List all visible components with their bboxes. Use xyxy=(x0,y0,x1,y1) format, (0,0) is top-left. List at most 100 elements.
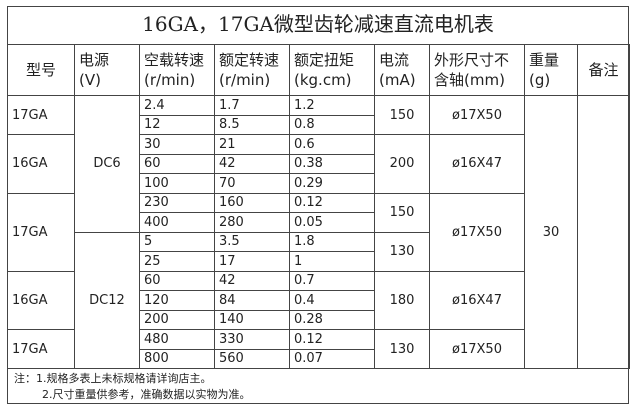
note: 注：1.规格多表上未标规格请详询店主。 xyxy=(14,372,212,385)
header-row: 型号 电源 (V) 空载转速 (r/min) 额定转速 (r/min) 额定扭矩 (kg.cm)… xyxy=(7,44,630,96)
header-text: 额定转速 xyxy=(219,51,280,69)
data-row: 800 560 0.07 xyxy=(8,348,630,369)
header-text: 空载转速 xyxy=(144,51,205,69)
value-cell: 8.5 xyxy=(214,114,290,135)
value-cell: 330 xyxy=(214,329,290,350)
data-row: 12 8.5 0.8 xyxy=(8,114,630,135)
size-cell: ø17X50 xyxy=(429,95,525,135)
value-cell: 0.8 xyxy=(289,114,375,135)
header-cell: 外形尺寸不含轴(mm) xyxy=(429,44,525,96)
data-row: 16GA 30 21 0.6 200 ø16X47 xyxy=(7,134,630,194)
value-cell: 0.38 xyxy=(289,153,375,174)
header-text: 外形尺寸不 xyxy=(434,51,510,69)
current-cell: 150 xyxy=(374,192,430,233)
size-cell: ø16X47 xyxy=(429,134,525,194)
header-text: 备注 xyxy=(588,61,619,79)
value-cell: 560 xyxy=(214,348,290,369)
model-cell: 17GA xyxy=(7,329,75,369)
value-cell: 0.28 xyxy=(289,309,375,330)
header-text: 电流 xyxy=(379,51,410,69)
value-cell: 25 xyxy=(139,251,215,272)
value-cell: 70 xyxy=(214,173,290,194)
header-text: 重量 xyxy=(529,51,560,69)
header-cell: 额定转速 (r/min) xyxy=(214,44,290,96)
value-cell: 0.7 xyxy=(289,270,375,291)
value-cell: 42 xyxy=(214,153,290,174)
data-row: 25 17 1 xyxy=(8,251,630,272)
note: 2.尺寸重量供参考，准确数据以实物为准。 xyxy=(42,388,251,401)
value-cell: 60 xyxy=(139,153,215,174)
current-cell: 130 xyxy=(374,329,430,369)
header-text: (mA) xyxy=(379,71,416,89)
value-cell: 0.05 xyxy=(289,212,375,233)
value-cell: 160 xyxy=(214,192,290,213)
header-text: (r/min) xyxy=(144,71,196,89)
value-cell: 12 xyxy=(139,114,215,135)
model-cell: 16GA xyxy=(7,134,75,194)
value-cell: 2.4 xyxy=(139,95,215,116)
size-cell: ø16X47 xyxy=(429,270,525,330)
value-cell: 1.7 xyxy=(214,95,290,116)
data-row: 400 280 0.05 xyxy=(8,212,630,233)
value-cell: 1.8 xyxy=(289,231,375,252)
model-cell: 17GA xyxy=(7,95,75,135)
data-row: 120 84 0.4 xyxy=(8,290,630,311)
title: 16GA，17GA微型齿轮减速直流电机表 xyxy=(142,12,494,36)
value-cell: 1.2 xyxy=(289,95,375,116)
value-cell: 0.07 xyxy=(289,348,375,369)
remark-cell xyxy=(577,95,630,369)
header-cell: 电源 (V) xyxy=(74,44,140,96)
value-cell: 17 xyxy=(214,251,290,272)
current-cell: 180 xyxy=(374,270,430,330)
header-text: (g) xyxy=(529,71,551,89)
size-cell: ø17X50 xyxy=(429,192,525,272)
value-cell: 21 xyxy=(214,134,290,155)
spec-table: 型号 电源 (V) 空载转速 (r/min) 额定转速 (r/min) 额定扭矩 (kg.cm)… xyxy=(7,44,630,369)
power-cell: DC6 xyxy=(74,95,140,233)
value-cell: 1 xyxy=(289,251,375,272)
header-text: 额定扭矩 xyxy=(294,51,355,69)
value-cell: 5 xyxy=(139,231,215,252)
power-cell: DC12 xyxy=(74,231,140,369)
header-cell: 重量 (g) xyxy=(524,44,578,96)
header-text: (r/min) xyxy=(219,71,271,89)
header-cell: 空载转速 (r/min) xyxy=(139,44,215,96)
model-cell: 16GA xyxy=(7,270,75,330)
data-row: 17GA 480 330 0.12 130 ø17X50 xyxy=(7,329,630,369)
value-cell: 30 xyxy=(139,134,215,155)
notes: 注：1.规格多表上未标规格请详询店主。 2.尺寸重量供参考，准确数据以实物为准。 xyxy=(14,371,251,403)
value-cell: 800 xyxy=(139,348,215,369)
data-row: 17GA DC6 2.4 1.7 1.2 150 ø17X50 30 xyxy=(7,95,630,369)
size-cell: ø17X50 xyxy=(429,329,525,369)
current-cell: 150 xyxy=(374,95,430,135)
value-cell: 200 xyxy=(139,309,215,330)
value-cell: 140 xyxy=(214,309,290,330)
value-cell: 0.12 xyxy=(289,192,375,213)
header-text: 电源 xyxy=(79,51,110,69)
header-text: 含轴(mm) xyxy=(434,71,505,89)
value-cell: 400 xyxy=(139,212,215,233)
header-cell: 备注 xyxy=(577,44,630,96)
data-row: 60 42 0.38 xyxy=(8,153,630,174)
value-cell: 100 xyxy=(139,173,215,194)
data-row: DC12 5 3.5 1.8 130 xyxy=(8,231,630,369)
current-cell: 200 xyxy=(374,134,430,194)
value-cell: 230 xyxy=(139,192,215,213)
value-cell: 280 xyxy=(214,212,290,233)
weight-cell: 30 xyxy=(524,95,578,369)
value-cell: 120 xyxy=(139,290,215,311)
value-cell: 60 xyxy=(139,270,215,291)
value-cell: 480 xyxy=(139,329,215,350)
header-cell: 型号 xyxy=(7,44,75,96)
data-row: 17GA 230 160 0.12 150 ø17X50 xyxy=(7,192,630,272)
value-cell: 3.5 xyxy=(214,231,290,252)
current-cell: 130 xyxy=(374,231,430,272)
model-cell: 17GA xyxy=(7,192,75,272)
value-cell: 0.6 xyxy=(289,134,375,155)
data-row: 16GA 60 42 0.7 180 ø16X47 xyxy=(7,270,630,330)
value-cell: 42 xyxy=(214,270,290,291)
data-row: 100 70 0.29 xyxy=(8,173,630,194)
header-cell: 电流 (mA) xyxy=(374,44,430,96)
header-text: (kg.cm) xyxy=(294,71,352,89)
